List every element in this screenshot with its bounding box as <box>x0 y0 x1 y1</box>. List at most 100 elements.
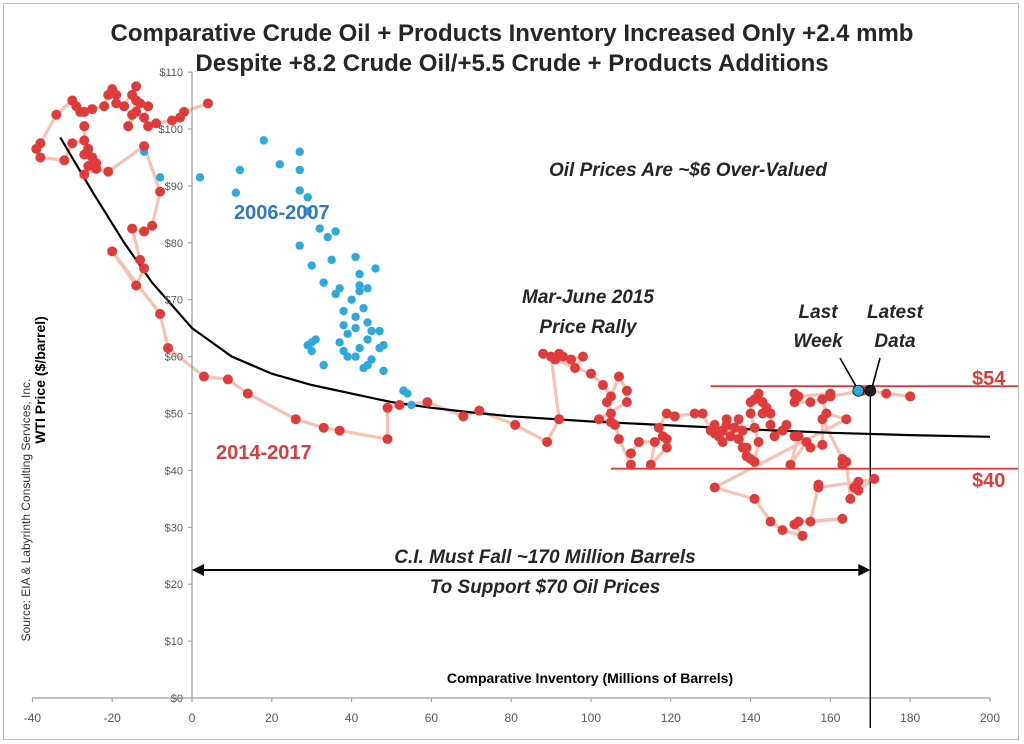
data-point-2006-2007 <box>259 136 269 145</box>
data-point-2014-2017 <box>653 422 664 433</box>
x-tick-label: 80 <box>505 711 519 725</box>
x-tick-label: 140 <box>741 711 761 725</box>
data-point-2014-2017 <box>785 459 796 470</box>
data-point-2014-2017 <box>797 530 808 541</box>
x-tick-label: 0 <box>189 711 196 725</box>
y-tick-label: $80 <box>165 238 183 250</box>
data-point-2014-2017 <box>853 485 864 496</box>
data-point-2014-2017 <box>765 419 776 430</box>
rally-label-line1: Mar-June 2015 <box>521 287 655 308</box>
data-point-2014-2017 <box>697 408 708 419</box>
y-tick-label: $10 <box>165 636 183 648</box>
data-point-2014-2017 <box>202 98 213 109</box>
data-point-2014-2017 <box>605 408 616 419</box>
data-point-2014-2017 <box>645 459 656 470</box>
data-point-2014-2017 <box>155 308 166 319</box>
data-point-2006-2007 <box>343 352 352 361</box>
data-point-2014-2017 <box>841 414 852 425</box>
data-point-2006-2007 <box>307 338 316 347</box>
data-point-2014-2017 <box>119 101 130 112</box>
y-tick-label: $0 <box>171 693 183 705</box>
data-point-2006-2007 <box>275 160 284 169</box>
data-point-2014-2017 <box>123 121 134 132</box>
data-point-2014-2017 <box>382 402 393 413</box>
y-tick-label: $40 <box>165 465 183 477</box>
data-point-2006-2007 <box>295 165 304 175</box>
data-point-2014-2017 <box>805 442 816 453</box>
data-point-2006-2007 <box>331 227 340 236</box>
data-point-2014-2017 <box>139 141 150 152</box>
data-point-2014-2017 <box>79 135 90 146</box>
data-point-2014-2017 <box>753 388 764 399</box>
data-point-2006-2007 <box>363 335 372 344</box>
label-2014-2017: 2014-2017 <box>216 442 312 464</box>
data-point-2014-2017 <box>538 348 549 359</box>
data-point-2006-2007 <box>363 284 372 293</box>
x-tick-label: -20 <box>104 711 122 725</box>
x-axis-title: Comparative Inventory (Millions of Barre… <box>446 670 734 686</box>
data-point-2014-2017 <box>175 112 186 123</box>
data-point-2006-2007 <box>231 188 241 197</box>
data-point-2014-2017 <box>593 414 604 425</box>
data-point-2014-2017 <box>729 422 740 433</box>
data-point-2014-2017 <box>733 434 744 445</box>
data-point-2006-2007 <box>235 165 245 175</box>
data-point-2006-2007 <box>351 312 360 321</box>
data-point-2014-2017 <box>741 442 752 453</box>
rally-label-line2: Price Rally <box>539 317 637 338</box>
label-2006-2007: 2006-2007 <box>234 202 330 224</box>
data-point-2014-2017 <box>805 516 816 527</box>
data-point-2014-2017 <box>789 397 800 408</box>
data-point-2014-2017 <box>79 121 90 132</box>
data-point-2014-2017 <box>222 374 233 385</box>
ci-arrow-right-head <box>858 563 871 576</box>
data-point-2014-2017 <box>242 388 253 399</box>
data-point-2014-2017 <box>821 408 832 419</box>
data-point-2014-2017 <box>139 226 150 237</box>
data-point-2014-2017 <box>139 112 150 123</box>
latest-data-pointer <box>871 357 881 387</box>
data-point-2014-2017 <box>905 391 916 402</box>
data-point-2014-2017 <box>554 414 565 425</box>
data-point-2014-2017 <box>777 525 788 536</box>
data-point-2006-2007 <box>303 207 312 216</box>
data-point-2014-2017 <box>198 371 209 382</box>
ci-arrow-left-head <box>192 563 204 576</box>
data-point-2014-2017 <box>749 422 760 433</box>
data-point-2006-2007 <box>351 252 360 262</box>
data-point-2006-2007 <box>195 173 205 182</box>
data-point-2014-2017 <box>570 362 581 373</box>
data-point-2014-2017 <box>474 405 485 416</box>
data-point-2014-2017 <box>550 354 561 365</box>
data-point-2014-2017 <box>394 399 405 410</box>
source-note: Source: EIA & Labyrinth Consulting Servi… <box>19 378 33 642</box>
chart-subtitle: Despite +8.2 Crude Oil/+5.5 Crude + Prod… <box>195 50 829 77</box>
y-tick-label: $50 <box>165 409 183 421</box>
y-tick-label: $100 <box>159 124 183 136</box>
data-point-2014-2017 <box>290 414 301 425</box>
data-point-2006-2007 <box>407 400 416 410</box>
data-point-2006-2007 <box>379 366 388 376</box>
data-point-2014-2017 <box>881 388 892 399</box>
data-point-2006-2007 <box>327 255 336 265</box>
data-point-2006-2007 <box>335 338 344 347</box>
data-point-2006-2007 <box>295 186 304 195</box>
data-point-2014-2017 <box>139 263 150 274</box>
y-tick-label: $30 <box>165 522 183 534</box>
data-point-2014-2017 <box>127 109 138 120</box>
data-point-2014-2017 <box>143 101 154 112</box>
data-point-2006-2007 <box>303 193 312 202</box>
data-point-2006-2007 <box>379 341 388 350</box>
data-point-2014-2017 <box>167 115 178 126</box>
data-point-2014-2017 <box>67 138 78 149</box>
last-week-pointer <box>839 357 858 388</box>
data-point-2014-2017 <box>83 143 94 154</box>
data-point-2014-2017 <box>689 408 700 419</box>
data-point-2006-2007 <box>339 306 348 316</box>
y-tick-label: $20 <box>165 579 183 591</box>
data-point-2014-2017 <box>609 419 620 430</box>
data-point-2014-2017 <box>382 434 393 445</box>
data-point-2014-2017 <box>103 166 114 177</box>
x-tick-label: 160 <box>820 711 840 725</box>
data-point-2014-2017 <box>143 121 154 132</box>
